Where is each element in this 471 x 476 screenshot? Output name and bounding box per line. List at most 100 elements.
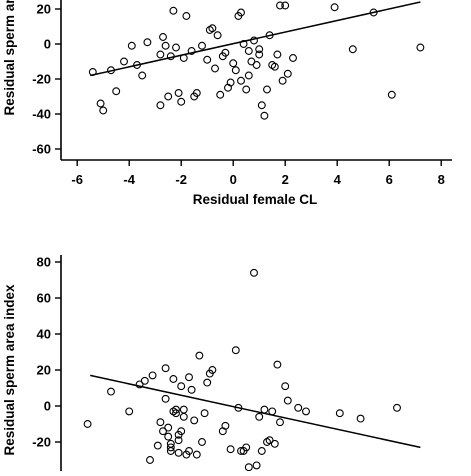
data-point <box>179 54 188 62</box>
data-point <box>276 1 284 10</box>
data-point <box>187 385 196 394</box>
data-point <box>161 364 170 373</box>
data-point <box>237 447 245 455</box>
data-point <box>221 48 230 57</box>
data-point <box>281 382 290 391</box>
data-point <box>195 351 204 360</box>
data-point <box>257 101 266 110</box>
data-point <box>208 24 217 33</box>
data-point <box>164 432 173 441</box>
data-point <box>185 447 193 455</box>
data-point <box>229 59 238 68</box>
data-point <box>159 427 167 436</box>
data-point <box>216 90 225 99</box>
y-axis-title: Residual sperm area index <box>2 284 17 456</box>
data-point <box>161 41 170 50</box>
data-point <box>244 47 253 55</box>
data-point <box>125 407 134 416</box>
data-point <box>200 409 209 418</box>
data-point <box>166 443 175 452</box>
data-point <box>237 8 245 17</box>
data-point <box>273 50 282 59</box>
data-point <box>133 61 141 69</box>
data-point <box>99 106 108 115</box>
data-point <box>250 268 258 277</box>
data-point <box>208 366 217 374</box>
data-point <box>187 47 196 55</box>
trend-line <box>90 1 421 77</box>
data-point <box>244 71 253 80</box>
data-point <box>135 380 144 389</box>
data-point <box>83 420 92 428</box>
data-point <box>260 405 269 414</box>
data-point <box>281 1 290 10</box>
data-point <box>242 85 251 94</box>
y-axis-title: Residual sperm area index <box>2 0 17 116</box>
data-point <box>237 76 245 85</box>
y-tick-label: -20 <box>32 435 51 450</box>
data-point <box>148 371 157 380</box>
data-point <box>177 427 186 436</box>
data-point <box>294 403 303 412</box>
data-point <box>169 375 178 383</box>
data-point <box>239 40 248 48</box>
data-point <box>146 456 154 464</box>
data-point <box>252 461 261 470</box>
data-point <box>356 414 365 423</box>
x-tick-label: 8 <box>438 172 445 187</box>
data-point <box>203 55 212 64</box>
data-point <box>185 373 193 382</box>
data-point <box>198 41 206 50</box>
data-point <box>177 97 186 106</box>
data-point <box>260 111 269 120</box>
data-point <box>179 412 188 421</box>
x-axis-title: Residual female CL <box>193 192 318 207</box>
y-tick-label: -60 <box>32 142 51 157</box>
data-point <box>138 71 147 80</box>
data-point <box>88 68 97 76</box>
data-point <box>231 66 240 75</box>
data-point <box>96 99 105 108</box>
data-point <box>174 89 183 97</box>
data-point <box>283 69 292 78</box>
data-point <box>255 45 264 54</box>
data-point <box>156 418 165 427</box>
data-point <box>278 76 287 85</box>
data-point <box>156 50 165 59</box>
data-point <box>166 447 175 455</box>
data-point <box>416 43 425 52</box>
data-point <box>161 394 170 403</box>
data-point <box>231 346 240 355</box>
data-point <box>265 31 274 40</box>
data-point <box>143 38 152 47</box>
data-point <box>179 405 188 414</box>
y-tick-label: -20 <box>32 72 51 87</box>
data-point <box>192 89 201 97</box>
panel-2: -20 0 20 40 60 80 Residual sperm area index <box>2 255 421 476</box>
data-point <box>127 41 136 50</box>
data-point <box>198 438 206 446</box>
y-tick-label: 60 <box>37 291 51 306</box>
data-point <box>263 85 271 94</box>
data-point <box>213 31 222 40</box>
data-point <box>172 409 180 418</box>
data-point <box>257 447 266 455</box>
x-tick-label: 0 <box>230 172 237 187</box>
data-point <box>153 441 162 450</box>
data-point <box>270 439 279 448</box>
data-point <box>255 412 264 421</box>
data-point <box>276 418 284 427</box>
x-tick-label: -6 <box>71 172 83 187</box>
data-point <box>164 423 173 432</box>
data-point <box>156 101 165 110</box>
trend-line <box>90 374 421 449</box>
data-point <box>250 36 258 45</box>
data-point <box>203 378 212 387</box>
data-point <box>393 403 401 412</box>
y-tick-label: 0 <box>44 399 51 414</box>
data-point <box>302 407 310 416</box>
data-point <box>226 445 235 454</box>
data-point <box>289 54 297 62</box>
